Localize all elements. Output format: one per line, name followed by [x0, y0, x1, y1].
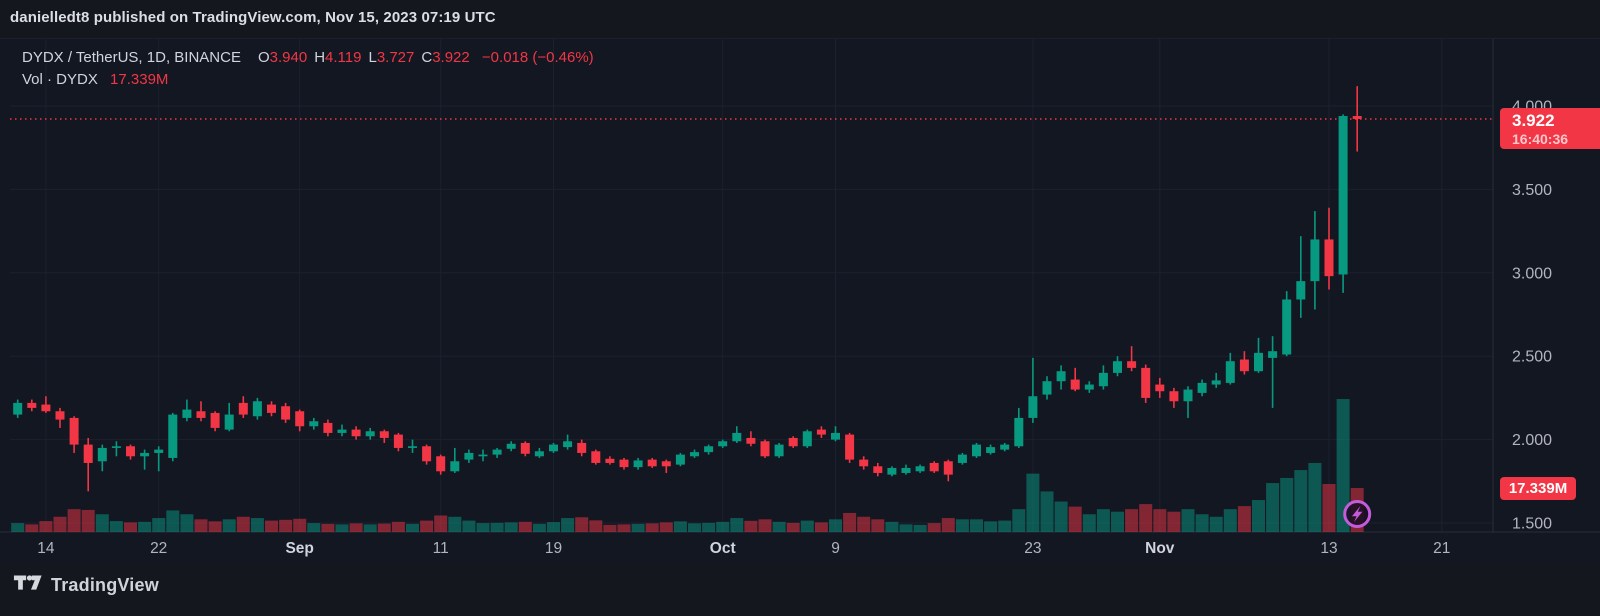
svg-text:Sep: Sep — [285, 540, 313, 557]
svg-text:13: 13 — [1320, 540, 1337, 557]
grid-layer — [10, 39, 1493, 532]
chart-legend: DYDX / TetherUS, 1D, BINANCE O3.940 H4.119… — [22, 47, 594, 91]
chart-pane[interactable]: 14 22 Sep 11 19 Oct 9 23 Nov 13 21 4.000 3.500 3.000 2… — [0, 38, 1600, 563]
low-value: 3.727 — [376, 49, 415, 66]
volume-axis-badge[interactable]: 17.339M — [1500, 477, 1576, 500]
axis-borders — [0, 39, 1600, 533]
close-value: 3.922 — [432, 49, 470, 66]
svg-text:Nov: Nov — [1145, 540, 1175, 557]
last-price-value: 3.922 — [1512, 111, 1555, 130]
svg-text:21: 21 — [1433, 540, 1450, 557]
price-chart[interactable]: 14 22 Sep 11 19 Oct 9 23 Nov 13 214.0003.5003.0002… — [0, 39, 1600, 563]
volume-spike-spark-icon[interactable] — [1343, 500, 1372, 528]
svg-text:2.000: 2.000 — [1512, 432, 1552, 449]
low-label: L — [368, 49, 377, 66]
legend-volume-row: Vol · DYDX 17.339M — [22, 69, 594, 91]
svg-text:23: 23 — [1024, 540, 1041, 557]
high-label: H — [314, 49, 326, 66]
bar-close-countdown: 16:40:36 — [1512, 131, 1569, 147]
symbol-title: DYDX / TetherUS, 1D, BINANCE — [22, 49, 241, 66]
svg-text:Oct: Oct — [710, 540, 736, 557]
volume-indicator-label: Vol · DYDX — [22, 71, 98, 88]
tradingview-brand-link[interactable]: TradingView — [13, 573, 159, 598]
svg-text:1.500: 1.500 — [1512, 516, 1552, 533]
svg-text:2.500: 2.500 — [1512, 349, 1552, 366]
svg-text:9: 9 — [831, 540, 840, 557]
high-value: 4.119 — [325, 49, 362, 66]
volume-indicator-value: 17.339M — [110, 71, 169, 88]
tradingview-wordmark: TradingView — [51, 575, 159, 595]
svg-text:3.000: 3.000 — [1512, 265, 1552, 282]
legend-symbol-row: DYDX / TetherUS, 1D, BINANCE O3.940 H4.119… — [22, 47, 594, 69]
tradingview-logo-icon — [13, 573, 43, 598]
publish-info-text: danielledt8 published on TradingView.com… — [10, 9, 496, 26]
candles-layer — [13, 86, 1362, 492]
open-value: 3.940 — [269, 49, 308, 66]
open-label: O — [257, 49, 270, 66]
svg-text:22: 22 — [150, 540, 167, 557]
change-value: −0.018 (−0.46%) — [481, 49, 594, 66]
svg-text:19: 19 — [545, 540, 562, 557]
last-price-badge[interactable]: 3.922 16:40:36 — [1500, 108, 1600, 149]
time-axis-labels[interactable]: 14 22 Sep 11 19 Oct 9 23 Nov 13 21 — [37, 540, 1450, 557]
volume-bars-layer — [11, 399, 1364, 532]
publish-info-bar: danielledt8 published on TradingView.com… — [0, 0, 1600, 38]
svg-text:14: 14 — [37, 540, 55, 557]
footer-bar: TradingView — [0, 562, 1600, 616]
svg-text:3.500: 3.500 — [1512, 182, 1552, 199]
svg-text:11: 11 — [433, 540, 449, 557]
close-label: C — [421, 49, 433, 66]
